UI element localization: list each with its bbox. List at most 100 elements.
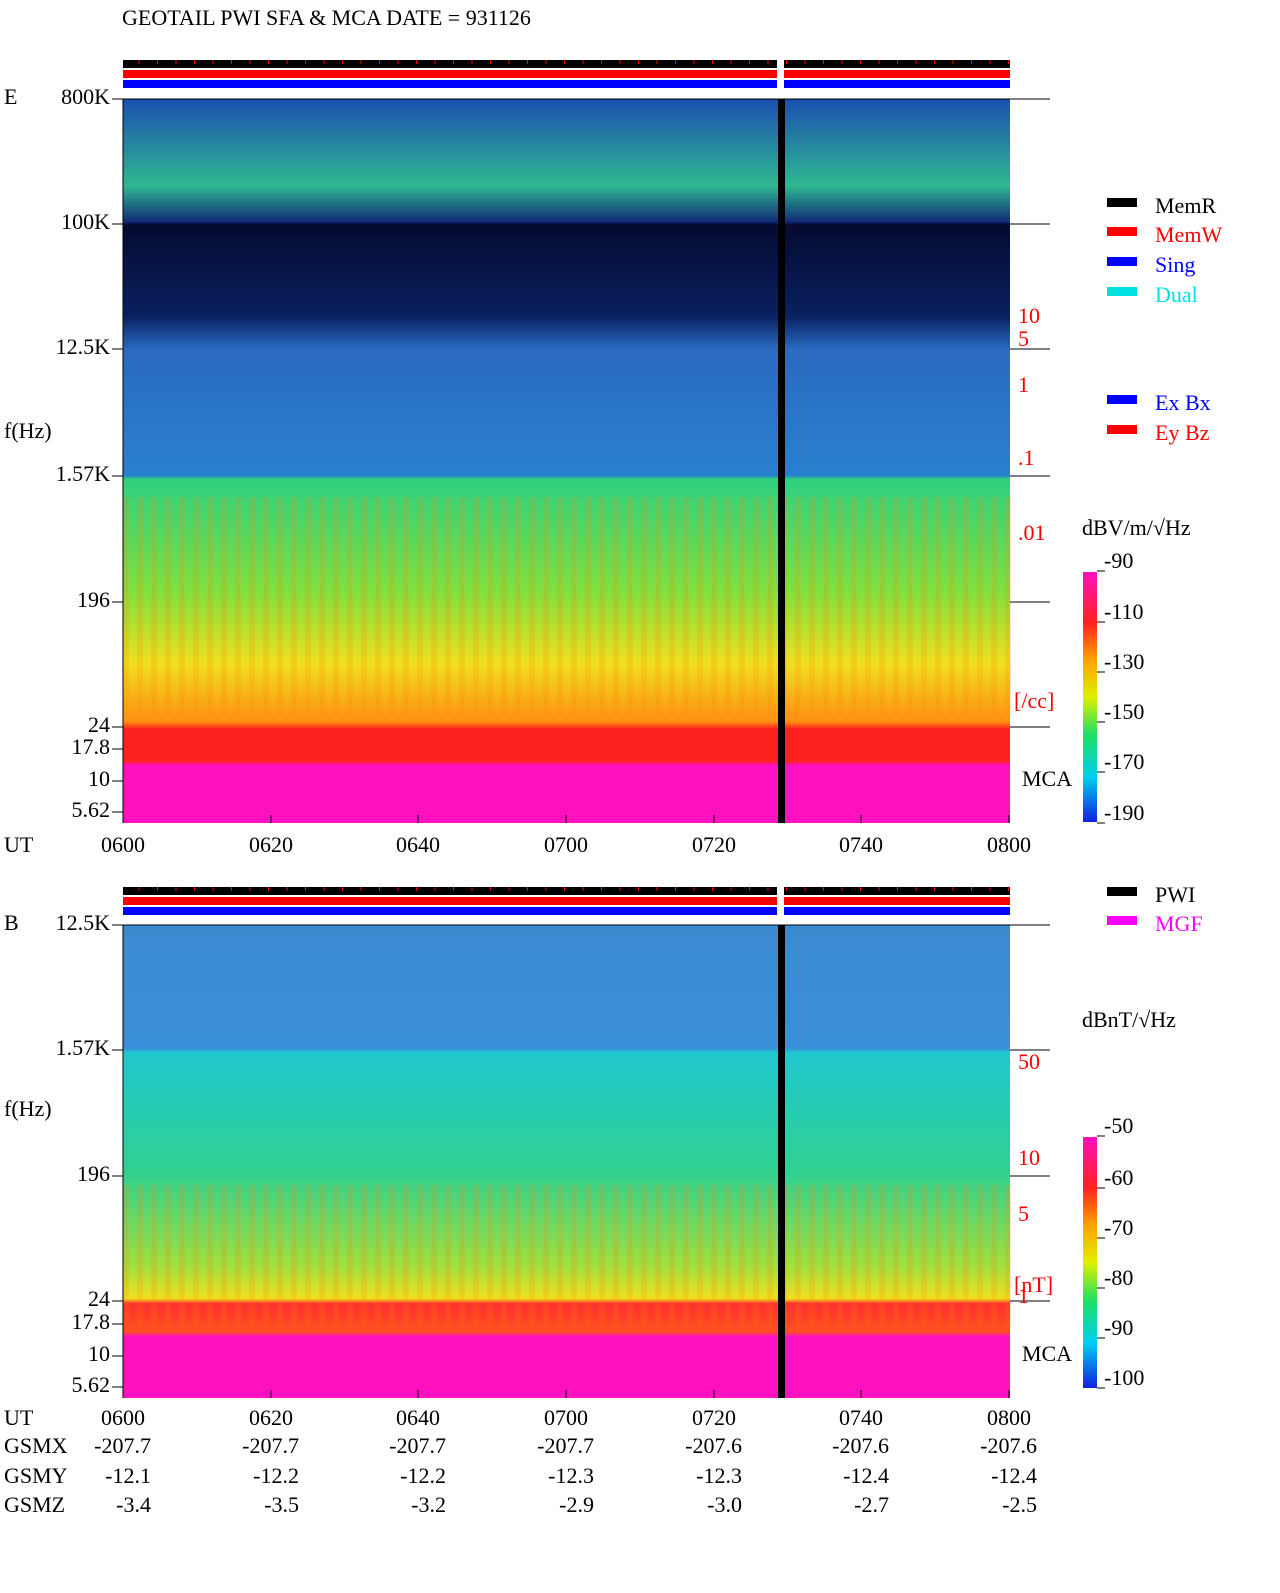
orbit-value: -3.5 (264, 1492, 299, 1517)
ut-label: UT (4, 832, 34, 857)
data-gap (778, 99, 785, 823)
orbit-label: GSMX (4, 1433, 68, 1458)
spectrogram-stripe (249, 497, 255, 715)
spectrogram-stripe (263, 1185, 269, 1328)
spectrogram-stripe (725, 497, 731, 715)
spectrogram-stripe (683, 1185, 689, 1328)
y-tick-label: 5.62 (72, 797, 111, 822)
colorbar (1083, 1137, 1097, 1388)
orbit-value: -207.6 (832, 1433, 889, 1458)
legend-label: Sing (1155, 252, 1195, 277)
mode-bar (123, 907, 1010, 915)
orbit-value: -12.2 (400, 1463, 446, 1488)
orbit-value: -12.2 (253, 1463, 299, 1488)
legend-label: MemW (1155, 222, 1222, 247)
spectrogram-stripe (389, 497, 395, 715)
x-tick-label: 0700 (544, 832, 588, 857)
y-tick-label: 10 (88, 766, 110, 791)
ut-label: UT (4, 1405, 34, 1430)
spectrogram-stripe (151, 1185, 157, 1328)
spectrogram-stripe (361, 1185, 367, 1328)
spectrogram-stripe (137, 1185, 143, 1328)
spectrogram-stripe (641, 497, 647, 715)
spectrogram-stripe (389, 1185, 395, 1328)
spectrogram-stripe (697, 497, 703, 715)
orbit-label: GSMZ (4, 1492, 65, 1517)
spectrogram-stripe (179, 1185, 185, 1328)
density-tick-label: .01 (1018, 520, 1046, 545)
y-tick-label: 17.8 (72, 1309, 111, 1334)
spectrogram-stripe (851, 1185, 857, 1328)
orbit-label: GSMY (4, 1463, 68, 1488)
density-unit: [/cc] (1014, 688, 1054, 713)
spectrogram-stripe (613, 497, 619, 715)
spectrogram-stripe (473, 1185, 479, 1328)
mode-bar (123, 70, 1010, 78)
legend-label: Ex Bx (1155, 390, 1211, 415)
x-tick-label: 0720 (692, 1405, 736, 1430)
spectrogram-stripe (193, 1185, 199, 1328)
spectrogram-stripe (291, 1185, 297, 1328)
panel-label: B (4, 910, 19, 935)
spectrogram-stripe (627, 1185, 633, 1328)
x-tick-label: 0620 (249, 1405, 293, 1430)
orbit-value: -207.7 (537, 1433, 594, 1458)
spectrogram-stripe (375, 1185, 381, 1328)
spectrogram-stripe (893, 497, 899, 715)
spectrogram-stripe (809, 497, 815, 715)
spectrogram-stripe (683, 497, 689, 715)
spectrogram-stripe (235, 497, 241, 715)
spectrogram-stripe (571, 1185, 577, 1328)
spectrogram-stripe (431, 497, 437, 715)
spectrogram-stripe (347, 497, 353, 715)
colorbar (1083, 572, 1097, 822)
spectrogram-stripe (305, 497, 311, 715)
spectrogram-stripe (529, 1185, 535, 1328)
y-tick-label: 17.8 (72, 734, 111, 759)
x-tick-label: 0600 (101, 832, 145, 857)
colorbar-tick-label: -90 (1104, 548, 1133, 573)
spectrogram-stripe (529, 497, 535, 715)
spectrogram-stripe (865, 497, 871, 715)
spectrogram-stripe (165, 1185, 171, 1328)
spectrogram-stripe (137, 497, 143, 715)
x-tick-label: 0600 (101, 1405, 145, 1430)
legend-swatch (1107, 198, 1137, 207)
spectrogram-stripe (333, 497, 339, 715)
spectrogram-stripe (445, 497, 451, 715)
spectrogram-stripe (333, 1185, 339, 1328)
spectrogram-stripe (515, 1185, 521, 1328)
spectrogram-stripe (1005, 1185, 1011, 1328)
density-tick-label: .1 (1018, 445, 1035, 470)
legend-label: MemR (1155, 193, 1216, 218)
spectrogram-stripe (991, 1185, 997, 1328)
mode-gap (777, 58, 784, 88)
data-gap (778, 925, 785, 1398)
spectrogram-stripe (627, 497, 633, 715)
spectrogram-stripe (571, 497, 577, 715)
spectrogram-stripe (193, 497, 199, 715)
spectrogram-stripe (753, 1185, 759, 1328)
spectrogram-stripe (935, 497, 941, 715)
spectrogram-stripe (319, 497, 325, 715)
y-tick-label: 5.62 (72, 1372, 111, 1397)
orbit-value: -3.4 (116, 1492, 151, 1517)
y-tick-label: 24 (88, 1286, 110, 1311)
spectrogram-stripe (403, 497, 409, 715)
orbit-value: -3.0 (707, 1492, 742, 1517)
density-tick-label: 1 (1018, 1283, 1029, 1308)
density-tick-label: 5 (1018, 1201, 1029, 1226)
density-tick-label: 5 (1018, 326, 1029, 351)
spectrogram-stripe (123, 1185, 129, 1328)
spectrogram-stripe (837, 1185, 843, 1328)
spectrogram-stripe (501, 497, 507, 715)
spectrogram-stripe (949, 497, 955, 715)
spectrogram-stripe (669, 1185, 675, 1328)
legend-swatch (1107, 425, 1137, 434)
spectrogram-stripe (515, 497, 521, 715)
x-tick-label: 0640 (396, 1405, 440, 1430)
colorbar-tick-label: -130 (1104, 649, 1144, 674)
spectrogram-stripe (725, 1185, 731, 1328)
spectrogram-stripe (865, 1185, 871, 1328)
orbit-value: -207.7 (389, 1433, 446, 1458)
